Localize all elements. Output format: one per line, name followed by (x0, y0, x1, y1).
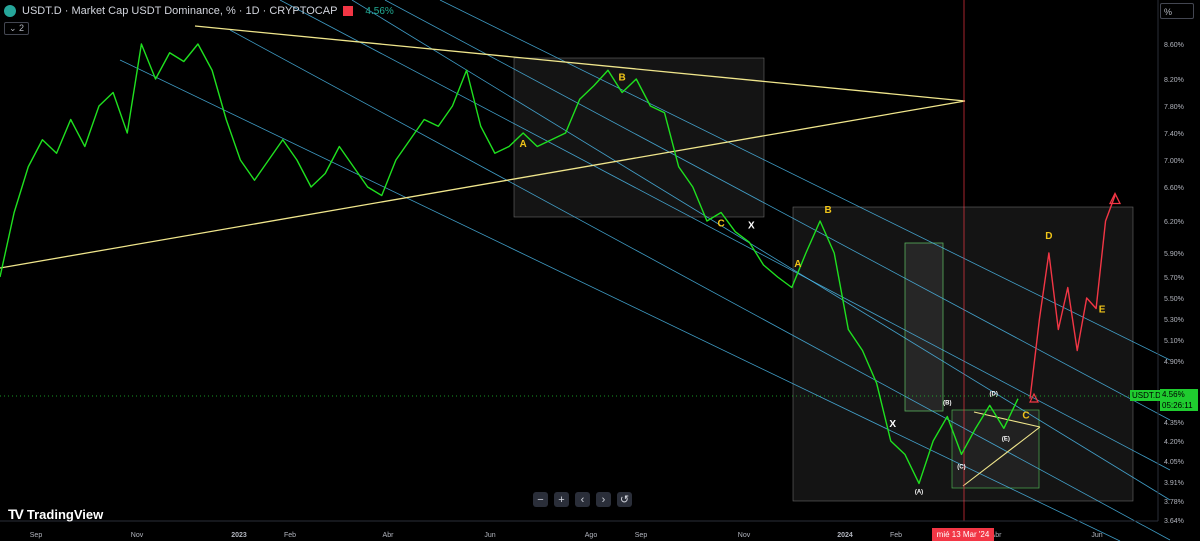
wave-label: X (748, 220, 755, 231)
chart-title: USDT.D · Market Cap USDT Dominance, % · … (22, 5, 338, 17)
triangle-lower-line (0, 100, 966, 269)
bar-countdown: 05:26:11 (1162, 401, 1193, 410)
y-tick-label: 5.30% (1164, 317, 1184, 324)
tether-logo-icon (4, 5, 16, 17)
x-tick-label: Nov (738, 532, 751, 539)
x-tick-label: Feb (890, 532, 902, 539)
wave-label: A (520, 139, 527, 150)
wave-label: C (1022, 411, 1029, 422)
crosshair-date-tag: mié 13 Mar '24 (932, 528, 994, 541)
x-tick-label: Abr (383, 532, 395, 539)
triangle-upper-line (194, 25, 966, 102)
wave-label: X (889, 419, 896, 430)
small-triangle-upper (973, 411, 1041, 428)
y-tick-label: 7.80% (1164, 104, 1184, 111)
channel-line (119, 59, 1121, 541)
chart-header: USDT.D · Market Cap USDT Dominance, % · … (4, 3, 394, 19)
x-tick-label: Jun (1091, 532, 1102, 539)
x-tick-label: 2024 (837, 532, 853, 539)
price-change: 4.56% (365, 5, 394, 17)
wave-label: D (1045, 231, 1052, 242)
scroll-left-button[interactable]: ‹ (575, 492, 590, 507)
scroll-right-button[interactable]: › (596, 492, 611, 507)
range-box (513, 57, 765, 218)
channel-line (351, 0, 1171, 501)
y-tick-label: 6.20% (1164, 219, 1184, 226)
flag-icon[interactable] (343, 6, 354, 16)
channel-line (279, 0, 1171, 471)
y-tick-label: 4.20% (1164, 439, 1184, 446)
y-tick-label: 6.60% (1164, 185, 1184, 192)
y-tick-label: 4.90% (1164, 359, 1184, 366)
x-tick-label: Ago (585, 532, 598, 539)
y-tick-label: 3.64% (1164, 518, 1184, 525)
y-tick-label: 8.60% (1164, 42, 1184, 49)
wave-label: (D) (990, 391, 998, 397)
y-tick-label: 4.05% (1164, 459, 1184, 466)
brand-name: TradingView (26, 506, 104, 522)
wave-label: B (824, 205, 831, 216)
projection-line (1029, 195, 1116, 399)
x-tick-label: Abr (991, 532, 1003, 539)
current-price-value: 4.56% (1162, 390, 1185, 399)
y-tick-label: 7.00% (1164, 158, 1184, 165)
projection-arrow-icon (1108, 192, 1122, 205)
range-box (904, 242, 944, 412)
x-tick-label: Feb (284, 532, 296, 539)
reset-chart-button[interactable]: ↺ (617, 492, 632, 507)
price-unit-button[interactable]: % (1160, 3, 1194, 19)
y-tick-label: 3.78% (1164, 499, 1184, 506)
channel-line (229, 29, 1171, 541)
x-tick-label: Jun (484, 532, 495, 539)
y-tick-label: 8.20% (1164, 77, 1184, 84)
small-triangle-lower (962, 426, 1041, 487)
wave-label: (C) (957, 464, 965, 470)
y-tick-label: 3.91% (1164, 480, 1184, 487)
zoom-out-button[interactable]: − (533, 492, 548, 507)
y-tick-label: 5.90% (1164, 251, 1184, 258)
wave-label: (E) (1002, 436, 1010, 442)
y-tick-label: 7.40% (1164, 131, 1184, 138)
y-tick-label: 5.10% (1164, 338, 1184, 345)
symbol-price-tag: USDT.D (1130, 390, 1163, 401)
x-tick-label: 2023 (231, 532, 247, 539)
small-arrow-icon (1029, 392, 1039, 403)
x-tick-label: Nov (131, 532, 144, 539)
zoom-in-button[interactable]: + (554, 492, 569, 507)
tradingview-logo-icon: TV (8, 506, 24, 522)
indicator-collapse-button[interactable]: ⌄ 2 (4, 22, 30, 35)
y-tick-label: 4.35% (1164, 420, 1184, 427)
wave-label: E (1099, 305, 1106, 316)
x-tick-label: Sep (30, 532, 43, 539)
wave-label: (B) (943, 400, 951, 406)
x-tick-label: Sep (635, 532, 648, 539)
y-tick-label: 5.50% (1164, 296, 1184, 303)
wave-box (904, 242, 944, 412)
current-price-tag: 4.56% 05:26:11 (1160, 389, 1198, 411)
wave-label: A (794, 259, 801, 270)
channel-line (384, 0, 1171, 421)
wave-label: B (618, 73, 625, 84)
chart-controls: − + ‹ › ↺ (533, 492, 632, 507)
wave-label: (A) (915, 489, 923, 495)
channel-line (439, 0, 1171, 361)
y-tick-label: 5.70% (1164, 275, 1184, 282)
wave-label: C (717, 219, 724, 230)
tradingview-brand[interactable]: TV TradingView (8, 506, 103, 522)
usdt-dominance-line (0, 43, 1019, 485)
